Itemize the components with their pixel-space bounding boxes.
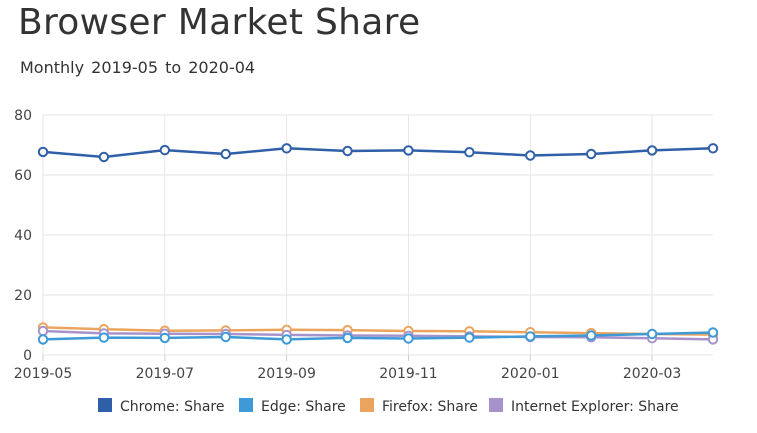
data-point[interactable] <box>220 148 231 160</box>
data-point[interactable] <box>342 145 353 157</box>
data-point[interactable] <box>403 145 414 156</box>
data-point[interactable] <box>37 334 49 345</box>
data-point[interactable] <box>646 145 658 156</box>
data-point[interactable] <box>403 333 414 344</box>
chart-legend[interactable]: Chrome: Share Edge: Share Firefox: Share In… <box>98 398 679 415</box>
data-point[interactable] <box>342 332 353 344</box>
data-point[interactable] <box>98 151 110 163</box>
data-point[interactable] <box>464 147 475 158</box>
series-lines <box>42 147 714 341</box>
series-line <box>42 329 714 341</box>
x-tick-label: 2019-07 <box>136 366 195 382</box>
legend-label[interactable]: Chrome: Share <box>120 399 224 415</box>
y-axis-ticks: 0 20 40 60 80 <box>14 108 32 364</box>
chart-grid <box>42 114 713 361</box>
data-point[interactable] <box>159 332 171 344</box>
legend-label[interactable]: Edge: Share <box>261 399 346 415</box>
data-point[interactable] <box>37 325 49 337</box>
x-tick-label: 2019-11 <box>379 366 438 382</box>
data-point[interactable] <box>464 332 475 343</box>
legend-label[interactable]: Firefox: Share <box>382 399 478 415</box>
y-tick-label: 20 <box>14 288 32 304</box>
chart-subtitle: Monthly 2019-05 to 2020-04 <box>20 58 256 77</box>
data-point[interactable] <box>281 143 292 154</box>
legend-swatch <box>98 398 112 412</box>
series-line <box>42 326 714 336</box>
chart-title: Browser Market Share <box>18 2 421 43</box>
data-point[interactable] <box>707 143 719 154</box>
x-tick-label: 2020-01 <box>501 366 560 382</box>
data-point[interactable] <box>281 334 292 345</box>
data-point[interactable] <box>525 150 536 161</box>
data-point[interactable] <box>159 144 171 156</box>
series-line <box>42 331 714 341</box>
legend-swatch <box>360 398 374 412</box>
y-tick-label: 0 <box>23 348 32 364</box>
x-axis-ticks: 2019-05 2019-07 2019-09 2019-11 2020-01 2020-… <box>14 366 682 382</box>
x-tick-label: 2019-09 <box>257 366 316 382</box>
data-point[interactable] <box>707 327 719 338</box>
data-point[interactable] <box>585 148 597 160</box>
y-tick-label: 80 <box>14 108 32 124</box>
data-point[interactable] <box>98 332 110 343</box>
data-point[interactable] <box>585 330 597 341</box>
legend-swatch <box>239 398 253 412</box>
data-point[interactable] <box>220 331 231 343</box>
data-point[interactable] <box>525 331 536 342</box>
x-tick-label: 2020-03 <box>623 366 682 382</box>
y-tick-label: 60 <box>14 168 32 184</box>
data-point[interactable] <box>646 328 658 340</box>
series-points <box>37 143 719 345</box>
legend-label[interactable]: Internet Explorer: Share <box>511 399 679 415</box>
series-line <box>42 147 714 159</box>
legend-swatch <box>489 398 503 412</box>
data-point[interactable] <box>37 146 49 158</box>
y-tick-label: 40 <box>14 228 32 244</box>
x-tick-label: 2019-05 <box>14 366 73 382</box>
